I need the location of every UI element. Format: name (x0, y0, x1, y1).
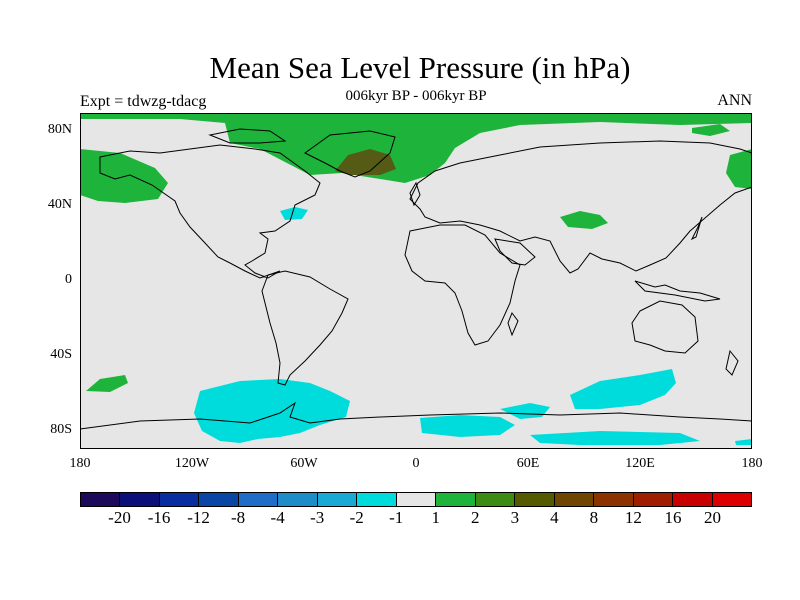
colorbar-cell (712, 493, 751, 506)
lon-label-120e: 120E (625, 456, 655, 471)
antarctic-coast-low-anomaly (530, 431, 700, 445)
ross-sea-low-anomaly (735, 439, 752, 445)
colorbar-cell (120, 493, 160, 506)
colorbar-tick-label: -16 (147, 508, 171, 527)
madagascar-coast (507, 311, 519, 337)
plot-title: Mean Sea Level Pressure (in hPa) (209, 50, 631, 85)
lat-label-40s: 40S (50, 347, 72, 362)
colorbar-tick-label: 20 (703, 508, 721, 527)
colorbar-tick-label: 4 (550, 508, 559, 527)
arabia-coast (494, 238, 536, 266)
lon-label-180e: 180 (741, 456, 763, 471)
colorbar-cell (515, 493, 555, 506)
colorbar-cell (199, 493, 239, 506)
colorbar-tick-label: -20 (108, 508, 131, 527)
lat-label-80s: 80S (50, 422, 72, 437)
period-label: 006kyr BP - 006kyr BP (345, 88, 487, 104)
colorbar-cell (673, 493, 713, 506)
colorbar-cell (475, 493, 516, 506)
colorbar-tick-label: -2 (349, 508, 364, 527)
colorbar-cell (554, 493, 595, 506)
antarctica-coast (80, 401, 752, 430)
south-america-coast (261, 270, 349, 386)
uk-coast (409, 181, 421, 207)
lon-label-120w: 120W (174, 456, 210, 471)
greenland-coast (304, 130, 396, 178)
greenland-peak-anomaly (335, 149, 396, 175)
australia-coast (631, 300, 699, 354)
atlantic-low-anomaly (280, 207, 308, 220)
colorbar-tick-label: 16 (664, 508, 682, 527)
south-indian-low-anomaly (500, 403, 550, 419)
indonesia-coast (634, 280, 721, 302)
map-frame (80, 113, 752, 449)
indian-ocean-low-anomaly (570, 369, 676, 409)
chukchi-anomaly (692, 124, 730, 136)
eurasia-coast (409, 140, 752, 274)
map-svg (80, 113, 752, 449)
japan-coast (690, 216, 703, 241)
colorbar-tick-label: -3 (310, 508, 325, 527)
experiment-label: Expt = tdwzg-tdacg (80, 93, 207, 110)
colorbar-cell (159, 493, 200, 506)
lon-label-180w: 180 (69, 456, 91, 471)
colorbar-tick-label: 2 (471, 508, 480, 527)
south-pacific-anomaly (86, 375, 128, 392)
colorbar-tick-label: 8 (589, 508, 599, 527)
arctic-high-anomaly (80, 113, 752, 183)
new-zealand-coast (725, 349, 739, 376)
lon-label-0: 0 (412, 456, 420, 471)
central-asia-anomaly (560, 211, 608, 229)
colorbar-tick-label: -1 (389, 508, 404, 527)
south-atlantic-low-anomaly (420, 415, 515, 437)
season-label: ANN (717, 92, 752, 109)
colorbar-cell (238, 493, 279, 506)
canadian-archipelago-coast (208, 128, 287, 144)
southern-ocean-low-anomaly (194, 379, 350, 443)
colorbar-tick-label: 3 (510, 508, 520, 527)
map-panel (80, 113, 752, 449)
colorbar-tick-label: 1 (431, 508, 441, 527)
colorbar-tick-label: -12 (187, 508, 210, 527)
colorbar-cell (317, 493, 358, 506)
north-america-coast (99, 144, 321, 279)
lon-label-60w: 60W (290, 456, 318, 471)
lon-label-60e: 60E (516, 456, 540, 471)
lat-label-80n: 80N (47, 122, 72, 137)
colorbar-cell (594, 493, 634, 506)
coastlines (80, 128, 752, 430)
colorbar-cell (633, 493, 674, 506)
colorbar (80, 492, 752, 507)
west-pacific-anomaly (80, 149, 168, 203)
colorbar-tick-label: -4 (270, 508, 285, 527)
east-siberia-anomaly (726, 149, 752, 189)
colorbar-cell (436, 493, 476, 506)
africa-coast (404, 224, 521, 346)
colorbar-tick-label: 12 (624, 508, 642, 527)
colorbar-cell (396, 493, 437, 506)
colorbar-cell (81, 493, 121, 506)
colorbar-cell (278, 493, 318, 506)
lat-label-0: 0 (65, 272, 72, 287)
colorbar-cell (357, 493, 397, 506)
lat-label-40n: 40N (47, 197, 72, 212)
colorbar-tick-label: -8 (231, 508, 246, 527)
